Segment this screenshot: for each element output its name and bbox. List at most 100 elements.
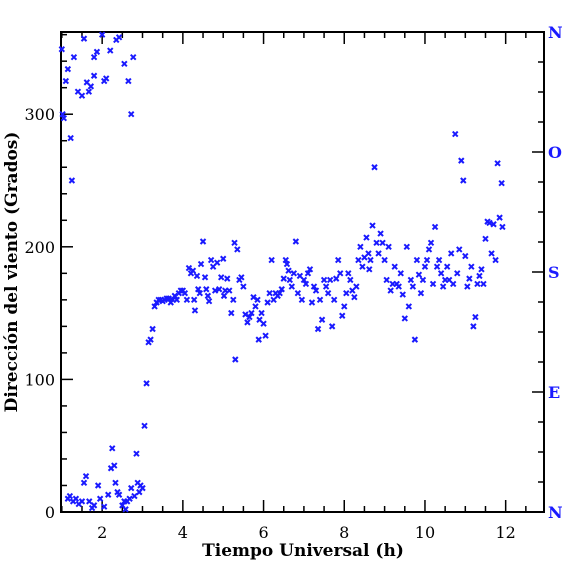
data-point [285,267,292,274]
data-point [141,422,148,430]
data-point [468,263,475,270]
data-point [90,53,98,61]
x-axis-title: Tiempo Universal (h) [202,541,404,561]
data-point [330,296,338,304]
data-point [244,319,251,326]
data-point [268,256,275,264]
data-point [232,356,239,363]
data-point [211,287,219,294]
data-point [282,256,289,264]
data-point [125,77,132,85]
data-point [240,283,247,290]
data-point [220,292,228,300]
plot-frame [60,31,545,513]
y-tick-label: 100 [24,370,55,389]
data-point [220,255,227,262]
data-point [403,243,411,251]
x-tick-label: 4 [178,523,188,542]
data-point [217,274,225,281]
data-point [98,31,106,38]
data-point [226,287,233,294]
data-point [264,299,271,306]
data-point [383,276,390,284]
data-point [415,271,423,278]
data-point [234,246,241,253]
data-point [266,290,273,297]
data-point [351,293,358,301]
data-point [456,246,463,253]
data-point [385,243,392,251]
data-point [332,275,340,282]
data-point [413,256,421,264]
data-point [431,223,439,231]
data-point [492,256,499,264]
data-point [147,336,154,343]
data-point [128,111,135,118]
data-point [381,256,388,264]
data-point [183,296,191,304]
data-point [128,484,135,492]
data-point [109,445,116,452]
data-point [62,77,70,85]
compass-axis: N E S O N [532,23,563,522]
data-point [254,296,261,304]
data-point [496,214,503,221]
data-point [355,256,362,264]
data-point [371,164,378,171]
data-point [115,491,123,498]
data-point [94,482,102,489]
data-point [399,291,406,298]
data-point [149,325,156,333]
data-point [335,256,342,264]
data-point [102,75,110,82]
data-point [122,506,129,513]
data-point [395,283,402,290]
data-point [437,270,445,277]
data-point [283,260,291,268]
data-point [298,296,306,304]
data-point [310,283,318,290]
data-point [433,263,441,270]
data-point [304,270,312,277]
data-point [397,270,404,277]
data-point [365,250,372,257]
data-point [80,479,88,487]
data-points [58,31,506,513]
data-point [490,221,497,228]
data-point [417,290,425,297]
data-point [460,177,467,184]
data-point [320,276,328,284]
data-point [260,320,267,327]
data-point [292,238,300,245]
data-point [130,53,137,61]
x-tick-label: 12 [495,523,515,542]
data-point [126,495,133,502]
data-point [499,223,506,231]
data-point [312,287,320,294]
data-point [375,250,382,257]
data-point [262,332,269,339]
y-axis-ticks: 0 100 200 300 [24,33,73,522]
data-point [379,239,386,247]
data-point [407,276,415,284]
data-point [189,267,197,274]
data-point [191,307,199,314]
data-point [324,290,332,297]
data-point [391,263,398,270]
data-point [367,256,374,264]
data-point [215,286,223,293]
data-point [377,230,384,237]
data-point [85,88,93,95]
data-point [458,157,465,164]
data-point [228,309,235,317]
data-point [427,239,435,247]
compass-label: N [548,23,563,42]
data-point [173,296,181,304]
data-point [345,270,352,277]
compass-label: O [548,143,562,162]
data-point [308,299,316,306]
data-point [423,256,431,264]
data-point [70,53,78,61]
data-point [66,492,74,500]
compass-label: E [548,383,560,402]
